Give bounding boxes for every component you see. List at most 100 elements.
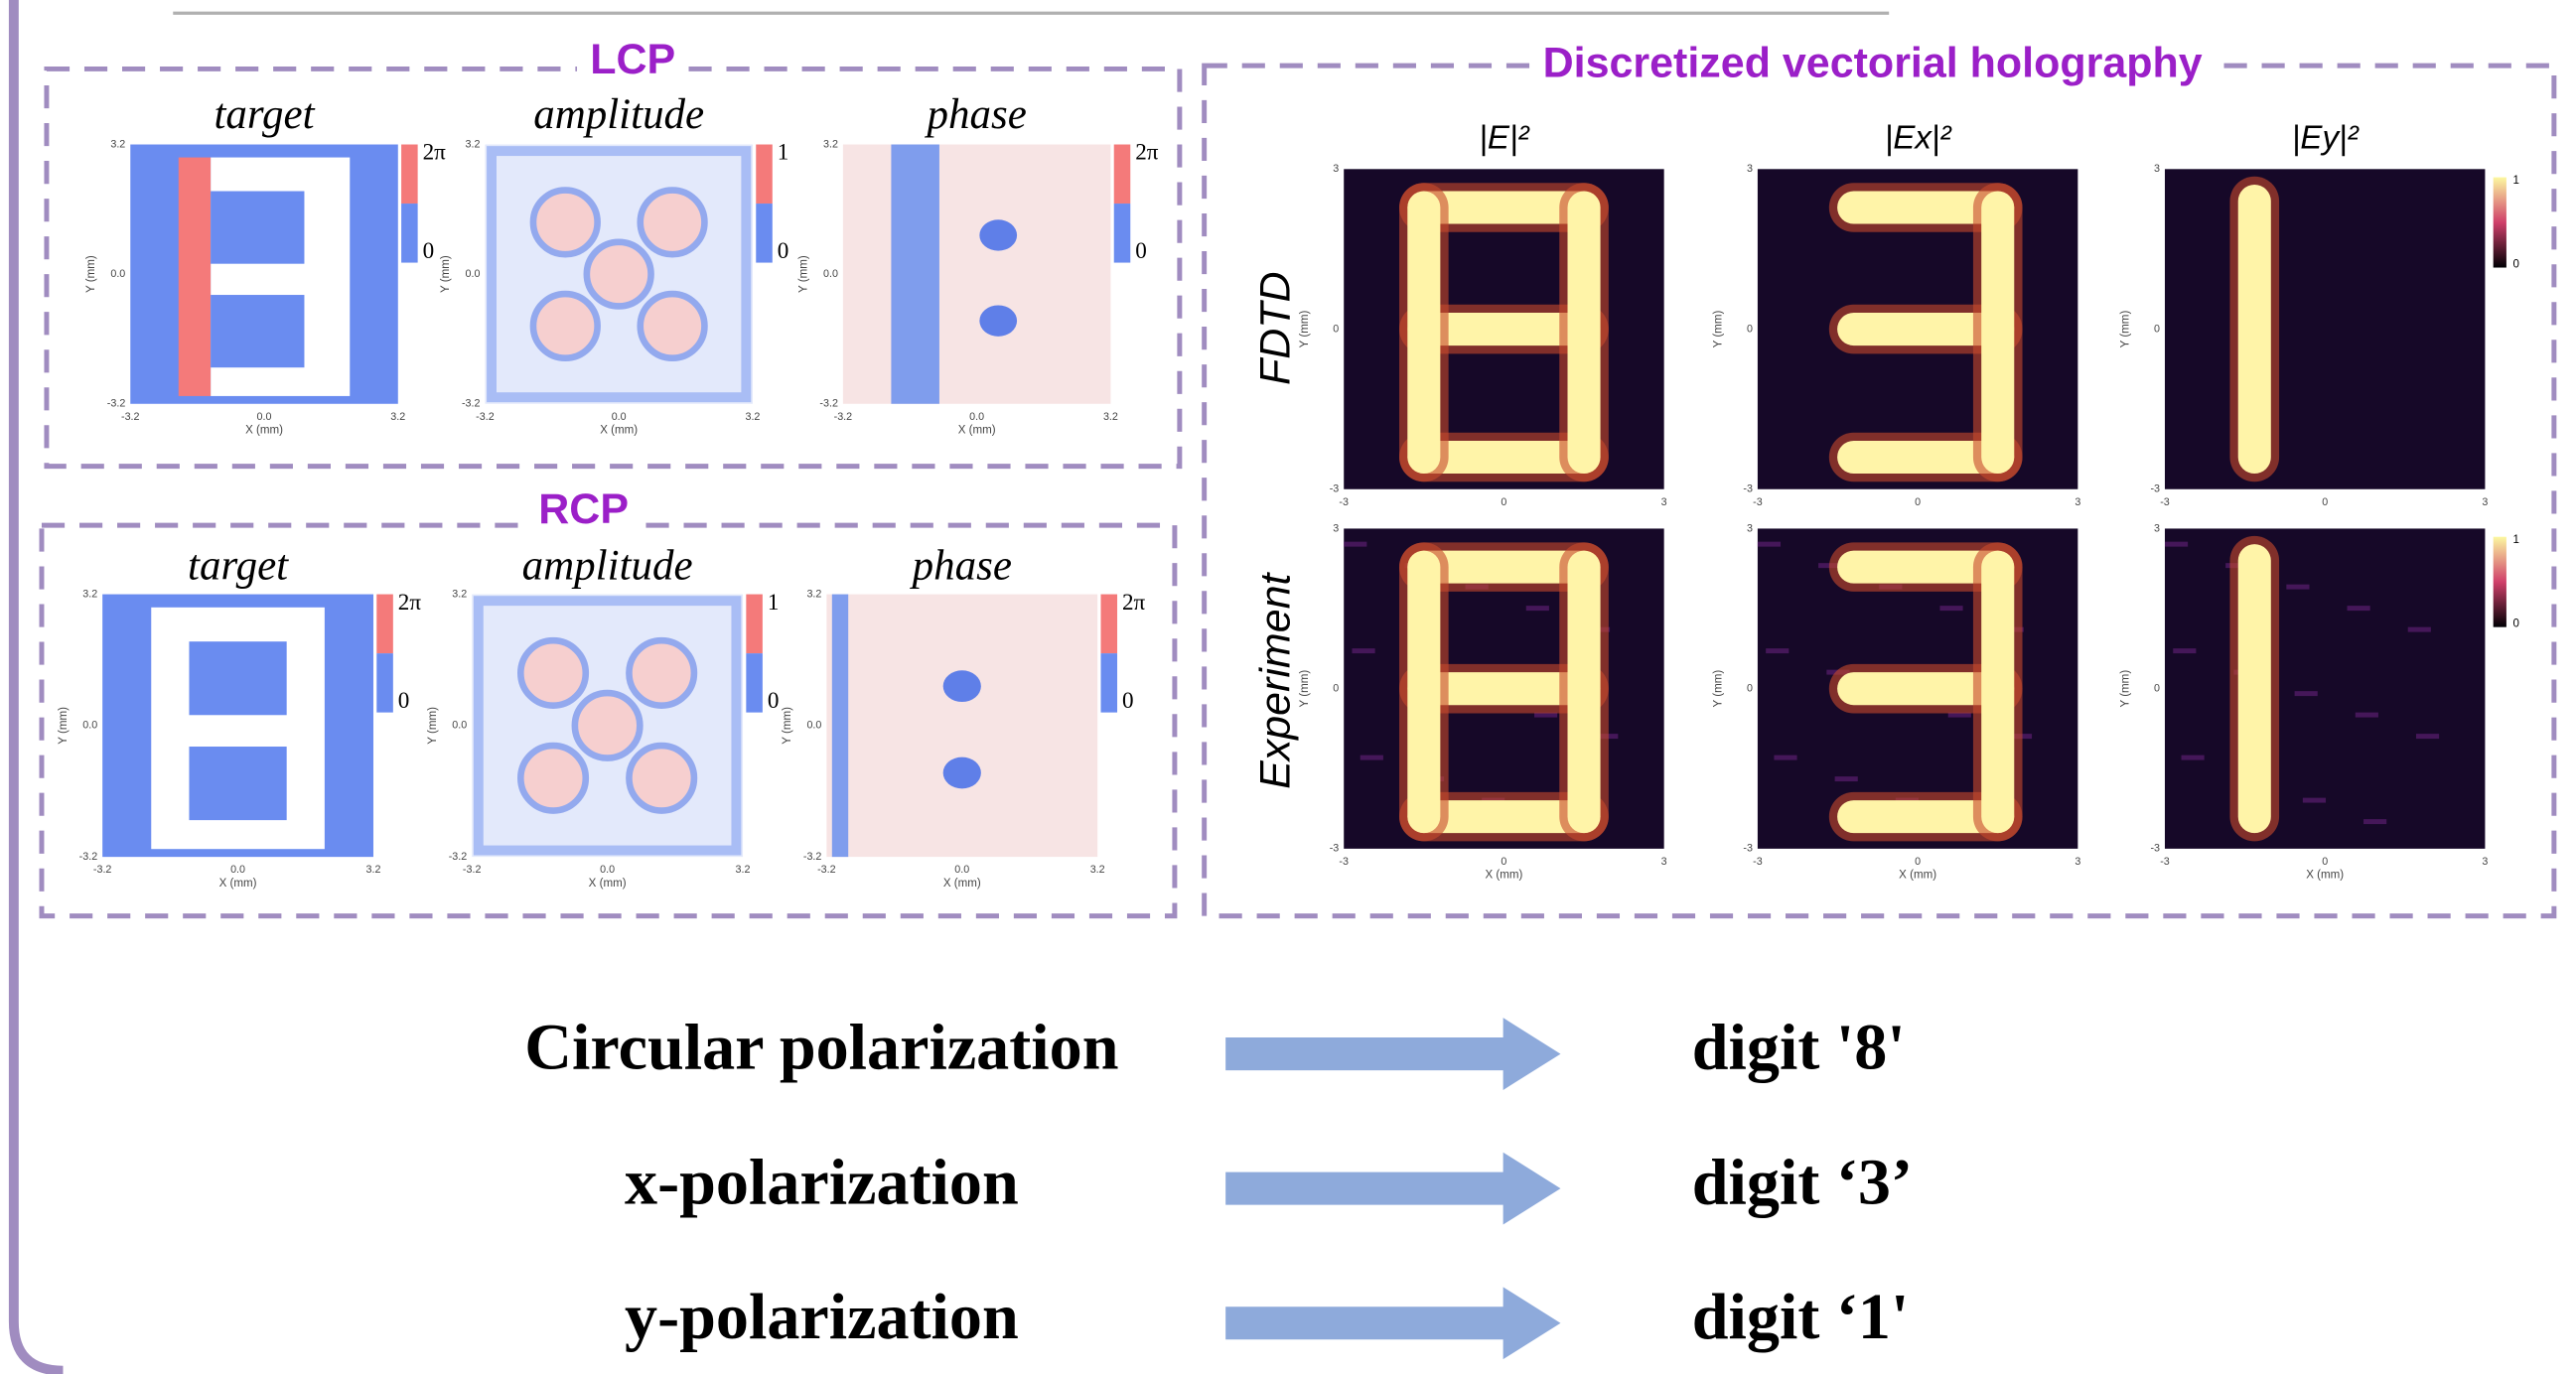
colorbar-label: 0 [423, 238, 435, 264]
hologram-panel [1757, 169, 2078, 489]
y-axis-label: Y (mm) [440, 255, 452, 293]
noise-streak [1947, 712, 1971, 718]
x-axis-label: X (mm) [2306, 870, 2344, 882]
y-tick-label: -3 [1330, 483, 1340, 495]
digit-label: digit '8' [1692, 1012, 1906, 1084]
y-tick-label: 0 [1333, 323, 1339, 335]
arrow [1225, 1018, 1561, 1090]
map-hole [211, 295, 305, 368]
map-red [178, 157, 212, 396]
map-blob [637, 187, 708, 258]
digit-label: digit ‘3’ [1692, 1146, 1913, 1218]
noise-streak [1834, 776, 1858, 782]
x-axis-label: X (mm) [958, 425, 996, 437]
map-vortex [979, 305, 1018, 337]
panel-label: amplitude [522, 543, 693, 590]
map-hole [189, 641, 287, 716]
noise-streak [1525, 606, 1549, 612]
y-tick-label: 0 [2154, 323, 2160, 335]
noise-streak [2173, 648, 2197, 654]
map-blob [529, 187, 601, 258]
y-tick-label: 3.2 [452, 588, 467, 600]
map-vortex [979, 219, 1018, 251]
y-tick-label: 0.0 [466, 268, 481, 280]
x-axis-label: X (mm) [1899, 870, 1936, 882]
y-axis-label: Y (mm) [1299, 670, 1311, 708]
section-title: RCP [538, 485, 629, 533]
y-tick-label: 3.2 [806, 588, 821, 600]
y-tick-label: 0.0 [452, 720, 467, 732]
x-tick-label: 3.2 [736, 864, 751, 876]
hologram-panel [2164, 528, 2486, 849]
arrow [1225, 1152, 1561, 1225]
colorbar [2493, 536, 2506, 627]
y-tick-label: 0 [1747, 323, 1753, 335]
colorbar-top [401, 144, 418, 205]
x-axis-label: X (mm) [943, 878, 981, 890]
noise-streak [2363, 819, 2387, 825]
x-tick-label: 0.0 [600, 864, 615, 876]
section-title: LCP [590, 36, 675, 83]
map-panel [826, 594, 1098, 858]
hologram-bg [2164, 169, 2486, 489]
noise-streak [1757, 541, 1782, 547]
colorbar-label: 0 [2513, 258, 2519, 270]
y-tick-label: -3 [1330, 843, 1340, 855]
polarization-label: Circular polarization [524, 1012, 1118, 1084]
arrow [1225, 1287, 1561, 1360]
noise-streak [1352, 648, 1375, 654]
polarization-label: x-polarization [625, 1146, 1019, 1218]
y-tick-label: -3 [1743, 843, 1753, 855]
panel-label: amplitude [533, 91, 704, 138]
y-axis-label: Y (mm) [782, 707, 793, 745]
x-tick-label: 3.2 [366, 864, 381, 876]
title-backing [525, 487, 643, 537]
noise-streak [2347, 606, 2370, 612]
map-hole [189, 747, 287, 821]
noise-streak [1360, 755, 1383, 760]
y-tick-label: -3.2 [107, 398, 126, 410]
panel-label: target [214, 91, 315, 138]
x-tick-label: -3 [1753, 856, 1763, 868]
noise-streak [2286, 584, 2310, 590]
column-heading: |E|² [1479, 119, 1529, 156]
y-tick-label: 0 [2154, 682, 2160, 694]
colorbar [2493, 177, 2506, 268]
colorbar-bottom [1100, 653, 1118, 713]
y-tick-label: 0 [1333, 682, 1339, 694]
x-tick-label: -3 [1753, 496, 1763, 508]
y-tick-label: -3.2 [803, 851, 822, 863]
noise-streak [1766, 648, 1789, 654]
x-tick-label: 3 [2482, 856, 2488, 868]
y-axis-label: Y (mm) [427, 707, 439, 745]
colorbar-label: 1 [778, 140, 789, 166]
y-axis-label: Y (mm) [2120, 311, 2132, 348]
y-tick-label: 3.2 [82, 588, 97, 600]
colorbar-top [746, 594, 763, 654]
slide-border [8, 0, 64, 1374]
y-tick-label: 3 [2154, 163, 2160, 175]
hologram-panel [2164, 169, 2486, 489]
colorbar-label: 0 [778, 238, 789, 264]
noise-streak [1774, 755, 1797, 760]
noise-streak [2181, 755, 2205, 760]
map-frame [487, 146, 752, 403]
noise-streak [1939, 606, 1963, 612]
map-strip [891, 144, 939, 404]
x-tick-label: 0.0 [954, 864, 969, 876]
map-panel [485, 144, 753, 404]
x-tick-label: 0 [1501, 856, 1506, 868]
y-tick-label: 3 [1333, 163, 1339, 175]
colorbar-label: 0 [768, 688, 780, 714]
x-tick-label: 0.0 [257, 411, 272, 423]
colorbar-label: 0 [2513, 618, 2519, 629]
map-vortex [942, 756, 981, 789]
map-vortex [942, 670, 981, 703]
y-tick-label: 0.0 [110, 268, 125, 280]
y-tick-label: 0.0 [82, 720, 97, 732]
y-axis-label: Y (mm) [798, 255, 810, 293]
colorbar-bottom [401, 204, 418, 263]
